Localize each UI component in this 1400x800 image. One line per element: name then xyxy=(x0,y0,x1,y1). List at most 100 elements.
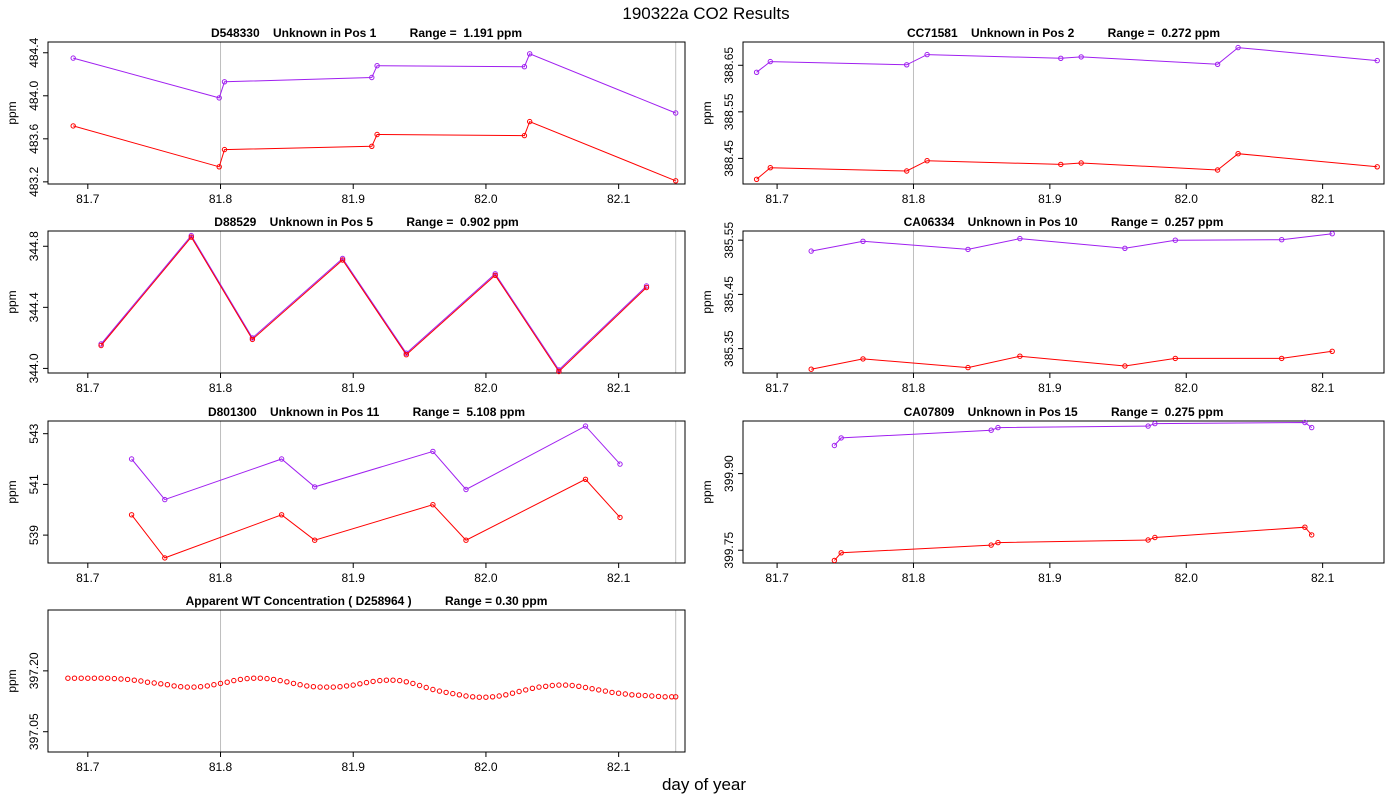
data-point xyxy=(162,555,168,561)
data-point xyxy=(131,677,138,683)
data-point xyxy=(808,366,814,372)
chart-panel-7: Apparent WT Concentration ( D258964 ) Ra… xyxy=(5,594,686,774)
data-point xyxy=(643,284,650,291)
data-point xyxy=(430,502,436,508)
y-axis-label: ppm xyxy=(700,480,714,503)
data-point xyxy=(1279,237,1285,243)
data-point xyxy=(270,676,277,683)
data-point xyxy=(1374,57,1380,64)
data-point xyxy=(403,352,409,358)
x-tick-label: 81.8 xyxy=(209,760,233,774)
data-point xyxy=(217,680,224,687)
y-tick-label: 539 xyxy=(27,525,41,545)
data-point xyxy=(71,675,78,681)
data-point xyxy=(582,476,589,482)
chart-panel-5: D801300 Unknown in Pos 11 Range = 5.108 … xyxy=(5,405,686,585)
x-tick-label: 81.9 xyxy=(1038,192,1062,206)
data-point xyxy=(589,686,595,692)
data-point xyxy=(582,684,589,691)
data-point xyxy=(278,512,285,518)
x-tick-label: 82.1 xyxy=(607,760,631,774)
data-point xyxy=(521,132,528,139)
data-point xyxy=(1152,534,1158,541)
data-point xyxy=(496,693,502,699)
data-point xyxy=(838,550,844,556)
data-point xyxy=(1235,151,1241,157)
data-point xyxy=(337,684,343,690)
data-point xyxy=(221,79,228,85)
data-point xyxy=(350,682,356,688)
data-point xyxy=(1122,245,1128,252)
data-point xyxy=(257,675,263,681)
data-point xyxy=(204,683,211,689)
data-point xyxy=(304,683,310,689)
data-point xyxy=(463,486,469,493)
data-point xyxy=(995,539,1001,546)
y-tick-label: 399.90 xyxy=(722,455,736,492)
chart-title: CC71581 Unknown in Pos 2 Range = 0.272 p… xyxy=(907,26,1220,40)
data-point xyxy=(244,675,250,682)
data-point xyxy=(470,694,476,700)
x-tick-label: 81.7 xyxy=(76,192,100,206)
data-point xyxy=(767,58,773,65)
y-tick-label: 344.8 xyxy=(27,231,41,261)
data-point xyxy=(662,694,668,700)
data-point xyxy=(1122,363,1128,369)
series-line-upper xyxy=(834,421,1312,446)
data-point xyxy=(489,694,496,700)
data-point xyxy=(831,442,838,449)
chart-title: D801300 Unknown in Pos 11 Range = 5.108 … xyxy=(208,405,525,419)
data-point xyxy=(403,679,409,685)
y-tick-label: 484.0 xyxy=(27,80,41,110)
data-point xyxy=(369,74,375,81)
y-tick-label: 385.35 xyxy=(722,330,736,367)
data-point xyxy=(617,514,623,521)
data-point xyxy=(383,677,390,683)
series-line-lower xyxy=(811,350,1333,370)
data-point xyxy=(503,692,509,698)
data-point xyxy=(237,676,244,683)
data-point xyxy=(251,675,257,681)
data-point xyxy=(1017,353,1023,359)
chart-title: D548330 Unknown in Pos 1 Range = 1.191 p… xyxy=(211,26,522,40)
y-tick-label: 543 xyxy=(27,423,41,443)
x-tick-label: 81.7 xyxy=(76,571,100,585)
data-point xyxy=(369,143,375,150)
data-point xyxy=(310,684,317,690)
data-point xyxy=(184,684,191,690)
x-tick-label: 82.0 xyxy=(474,192,498,206)
data-point xyxy=(297,682,303,688)
data-point xyxy=(374,131,380,138)
data-point xyxy=(965,246,971,253)
chart-panel-3: D88529 Unknown in Pos 5 Range = 0.902 pp… xyxy=(5,215,686,395)
data-point xyxy=(162,496,168,503)
data-point xyxy=(312,537,318,543)
data-point xyxy=(343,683,350,689)
data-point xyxy=(216,164,222,170)
x-tick-label: 82.1 xyxy=(1311,192,1335,206)
data-point xyxy=(397,677,403,684)
data-point xyxy=(363,679,370,686)
data-point xyxy=(617,461,623,467)
data-point xyxy=(527,118,533,125)
data-point xyxy=(423,684,429,691)
data-point xyxy=(1172,355,1179,362)
x-tick-label: 82.1 xyxy=(1311,571,1335,585)
data-point xyxy=(673,178,679,184)
series-line-upper xyxy=(73,53,676,114)
data-point xyxy=(264,675,270,682)
data-point xyxy=(516,688,522,695)
x-tick-label: 81.9 xyxy=(1038,381,1062,395)
data-point xyxy=(1058,55,1064,61)
data-point xyxy=(1279,355,1285,362)
data-point xyxy=(1309,424,1315,431)
y-axis-label: ppm xyxy=(5,480,19,503)
data-point xyxy=(370,678,376,685)
data-point xyxy=(1329,348,1335,354)
data-point xyxy=(649,693,655,699)
data-point xyxy=(673,110,679,116)
x-tick-label: 81.8 xyxy=(902,192,926,206)
data-point xyxy=(556,682,562,688)
x-tick-label: 81.7 xyxy=(765,571,789,585)
chart-panel-4: CA06334 Unknown in Pos 10 Range = 0.257 … xyxy=(700,215,1385,395)
